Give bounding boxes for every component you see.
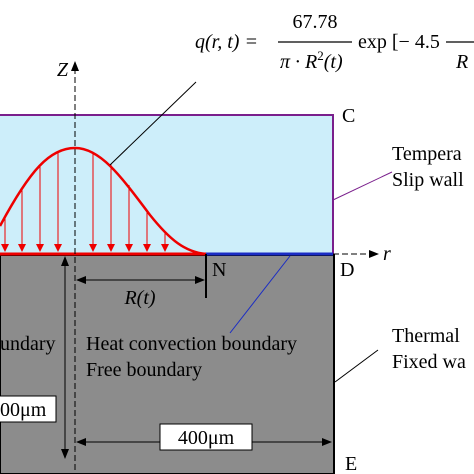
z-label: Z (57, 59, 69, 81)
flux-arrows (1, 152, 169, 252)
eq-lhs: q(r, t) = (195, 31, 258, 53)
heat-label: Heat convection boundary (86, 333, 297, 355)
radius-label: R(t) (123, 287, 155, 309)
leader (332, 171, 393, 201)
r-label: r (383, 243, 391, 265)
eq-exp: exp [− 4.5 (358, 31, 440, 53)
eq-denominator: π · R2(t) (280, 48, 343, 73)
eq-cut: R (455, 51, 468, 73)
right-label: Fixed wa (392, 351, 466, 373)
left-boundary-label: undary (0, 333, 56, 355)
right-label: Tempera (392, 143, 462, 165)
eq-numerator: 67.78 (293, 11, 338, 33)
heat-flux-curve (0, 146, 207, 256)
point-d: D (340, 259, 354, 281)
fluid-region (0, 115, 333, 254)
point-c: C (342, 105, 355, 127)
slip-wall (0, 114, 334, 254)
leader (229, 255, 291, 334)
point-n: N (212, 259, 226, 281)
leader (334, 349, 379, 383)
free-label: Free boundary (86, 359, 202, 381)
label-box (159, 423, 253, 451)
label-box (0, 395, 57, 423)
right-label: Slip wall (392, 169, 464, 191)
width-label: 400μm (178, 427, 235, 449)
leader (109, 81, 197, 166)
point-e: E (345, 453, 357, 474)
depth-label: 00μm (0, 399, 47, 421)
right-label: Thermal (392, 325, 460, 347)
